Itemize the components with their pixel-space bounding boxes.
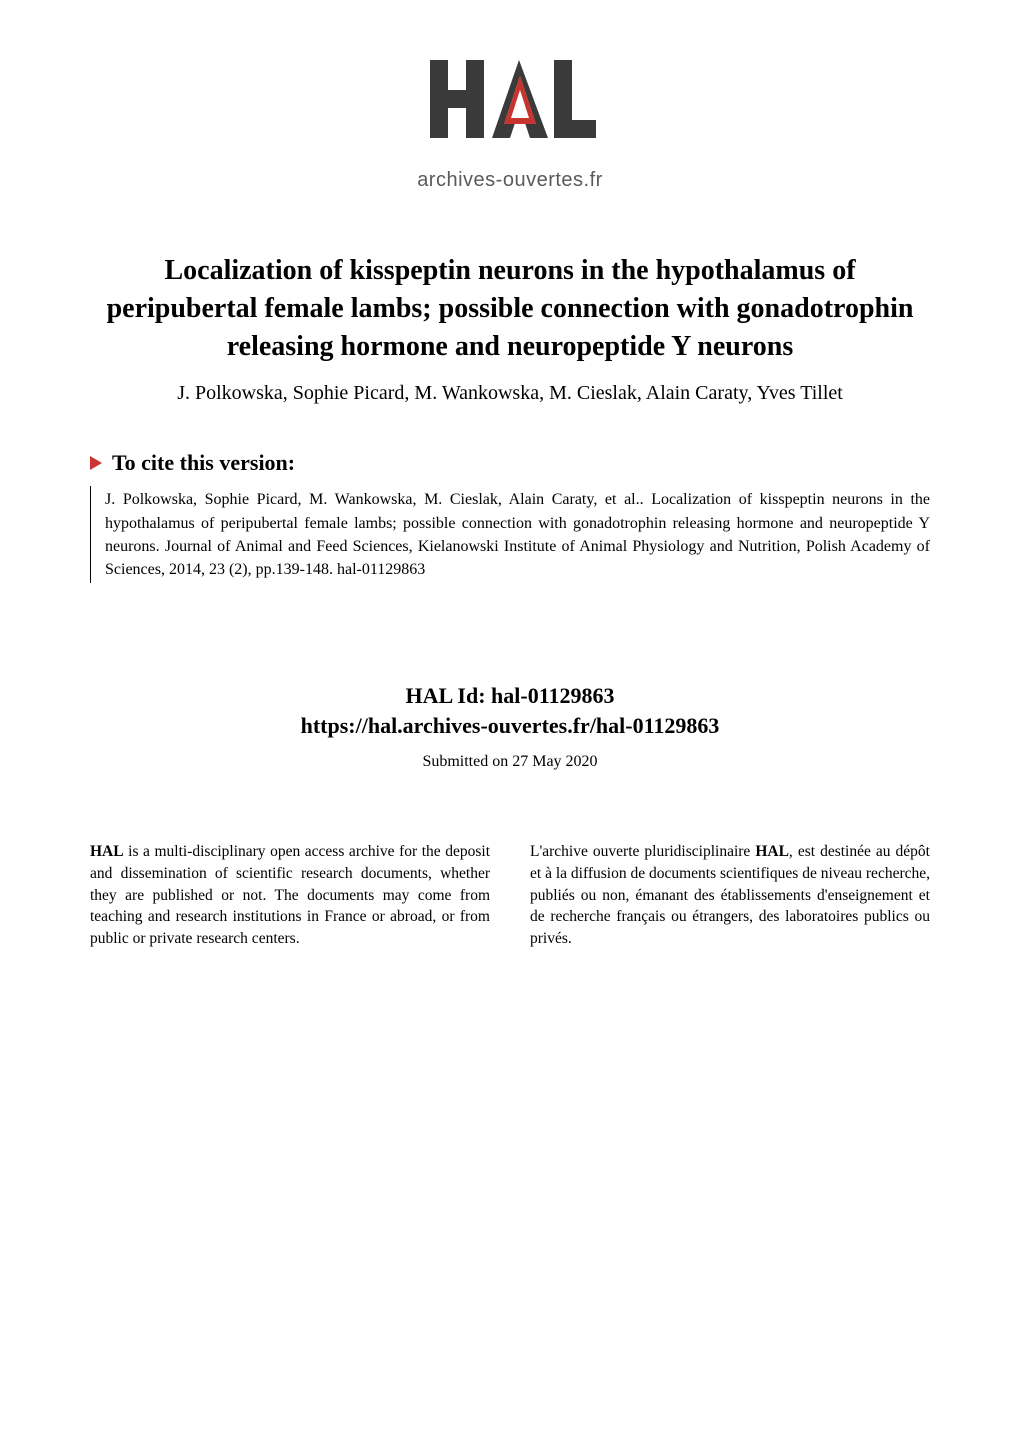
citation-text: J. Polkowska, Sophie Picard, M. Wankowsk…: [90, 486, 930, 583]
hal-id: HAL Id: hal-01129863: [90, 683, 930, 709]
hal-url[interactable]: https://hal.archives-ouvertes.fr/hal-011…: [90, 713, 930, 739]
description-columns: HAL is a multi-disciplinary open access …: [90, 841, 930, 949]
cite-label: To cite this version:: [112, 450, 295, 476]
hal-logo-block: archives-ouvertes.fr: [90, 50, 930, 192]
triangle-right-icon: [90, 456, 102, 470]
hal-logo-caption: archives-ouvertes.fr: [90, 169, 930, 192]
paper-authors: J. Polkowska, Sophie Picard, M. Wankowsk…: [120, 379, 900, 408]
description-right: L'archive ouverte pluridisciplinaire HAL…: [530, 841, 930, 949]
cite-heading-row: To cite this version:: [90, 450, 930, 476]
description-left: HAL is a multi-disciplinary open access …: [90, 841, 490, 949]
hal-cover-page: archives-ouvertes.fr Localization of kis…: [0, 0, 1020, 1442]
submitted-date: Submitted on 27 May 2020: [90, 753, 930, 771]
hal-logo-icon: [420, 50, 600, 165]
paper-title: Localization of kisspeptin neurons in th…: [100, 252, 920, 365]
